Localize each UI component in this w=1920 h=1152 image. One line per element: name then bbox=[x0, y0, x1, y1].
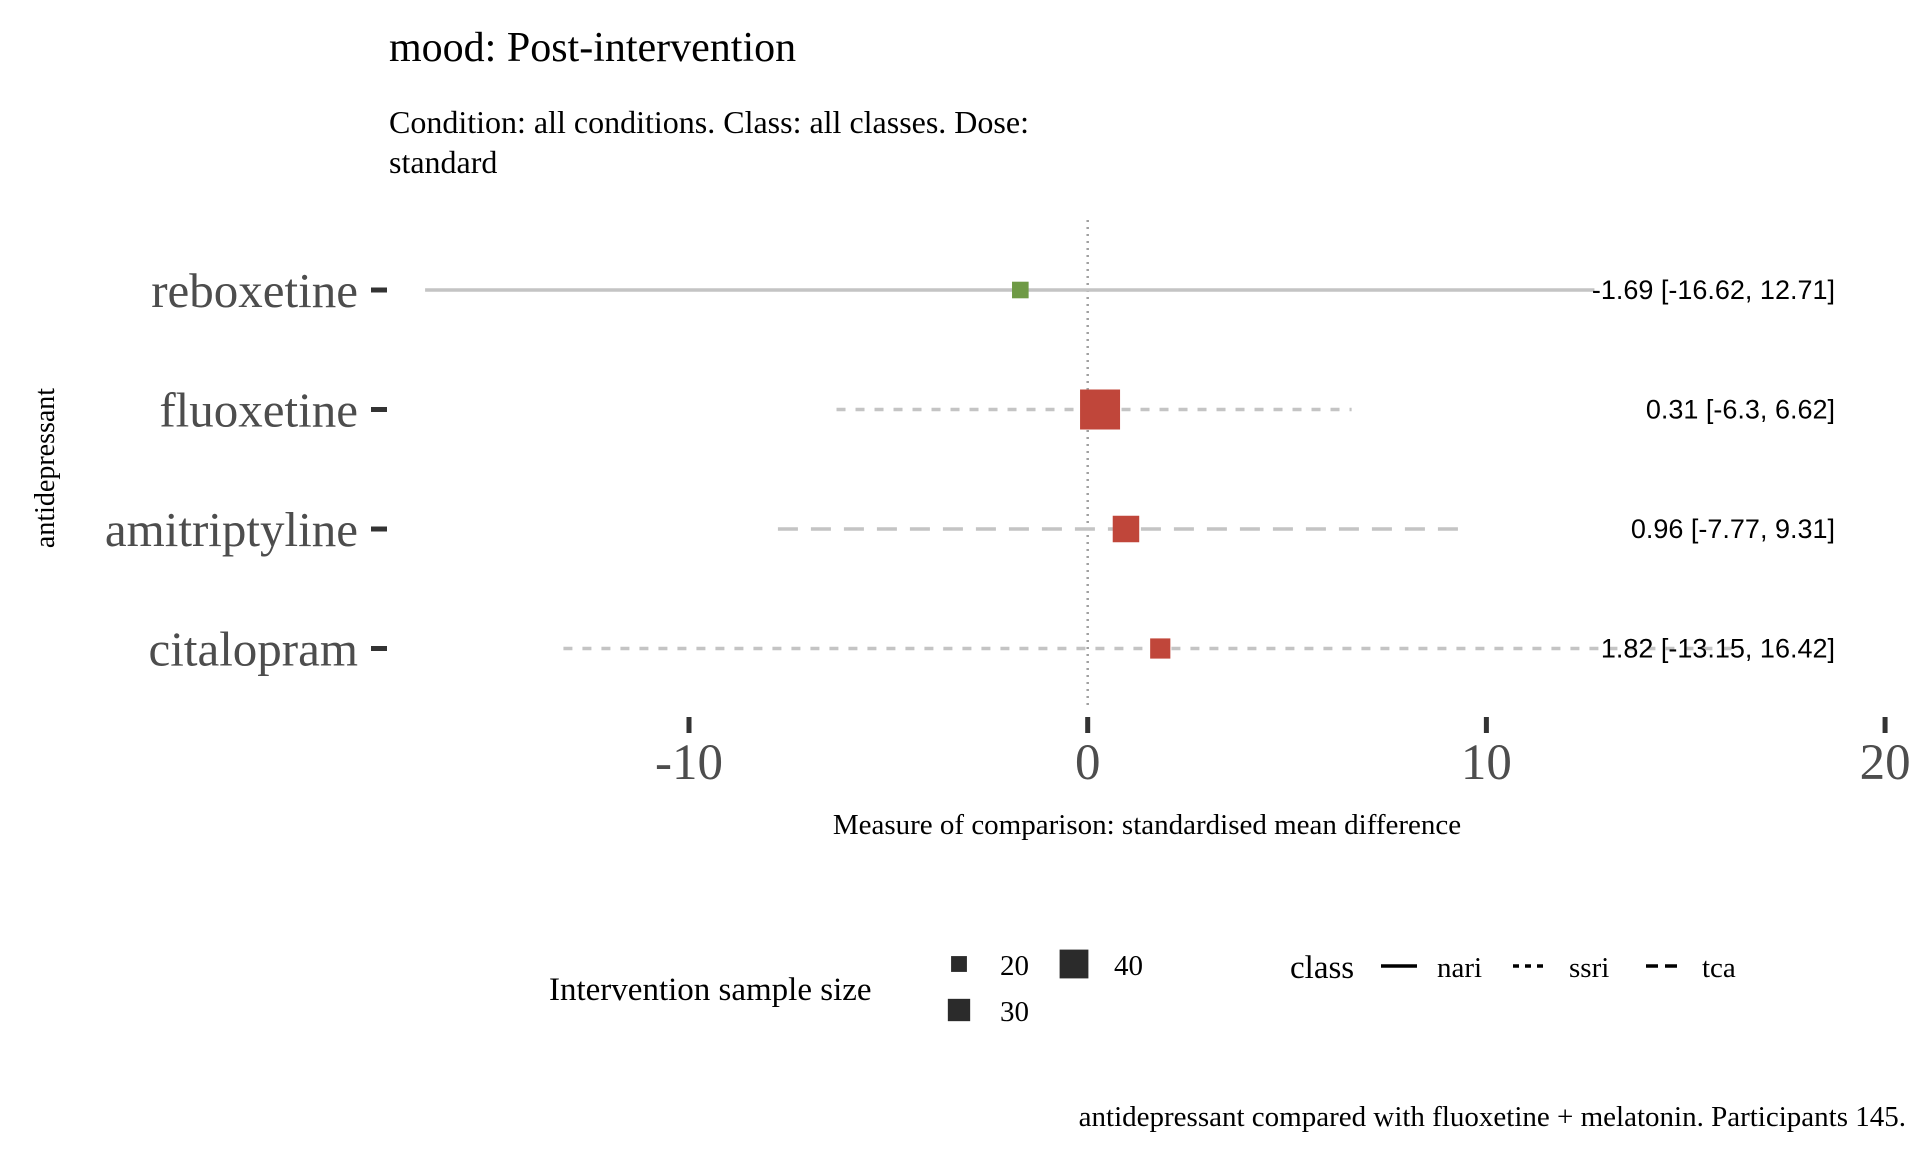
point-amitriptyline bbox=[1112, 515, 1140, 543]
legend-size-key-40 bbox=[1059, 949, 1089, 979]
legend-class-label-ssri: ssri bbox=[1569, 952, 1609, 984]
legend-class-keys: nari ssri tca bbox=[1381, 952, 1736, 984]
estimate-label-amitriptyline: 0.96 [-7.77, 9.31] bbox=[1631, 514, 1835, 544]
y-tick-label-citalopram: citalopram bbox=[148, 622, 358, 677]
x-tick-label--10: -10 bbox=[655, 735, 723, 791]
x-axis: -10 0 10 20 bbox=[655, 717, 1911, 791]
chart-title: mood: Post-intervention bbox=[389, 25, 796, 71]
chart-subtitle-line-1: Condition: all conditions. Class: all cl… bbox=[389, 104, 1029, 140]
legend-size-key-20 bbox=[951, 956, 967, 972]
y-tick-label-fluoxetine: fluoxetine bbox=[159, 383, 358, 438]
point-fluoxetine bbox=[1080, 389, 1121, 430]
y-tick-label-amitriptyline: amitriptyline bbox=[105, 502, 358, 557]
legend-class-title: class bbox=[1290, 950, 1354, 986]
chart-caption: antidepressant compared with fluoxetine … bbox=[1079, 1101, 1906, 1133]
estimate-label-reboxetine: -1.69 [-16.62, 12.71] bbox=[1592, 275, 1835, 305]
estimate-label-fluoxetine: 0.31 [-6.3, 6.62] bbox=[1646, 395, 1835, 425]
legend-size-label-20: 20 bbox=[1000, 950, 1029, 982]
legend-size-label-30: 30 bbox=[1000, 996, 1029, 1028]
legend-class-label-tca: tca bbox=[1702, 952, 1736, 984]
legend-size-label-40: 40 bbox=[1114, 950, 1143, 982]
y-tick-label-reboxetine: reboxetine bbox=[151, 263, 358, 318]
legend-class-label-nari: nari bbox=[1437, 952, 1482, 984]
estimate-label-citalopram: 1.82 [-13.15, 16.42] bbox=[1601, 634, 1835, 664]
point-citalopram bbox=[1150, 638, 1171, 659]
plot-area: -1.69 [-16.62, 12.71] 0.31 [-6.3, 6.62] 0.… bbox=[425, 220, 1835, 705]
x-tick-label-20: 20 bbox=[1860, 735, 1911, 791]
x-axis-label: Measure of comparison: standardised mean… bbox=[833, 809, 1461, 841]
legend-size-keys: 20 30 40 bbox=[947, 949, 1143, 1028]
legend-size-title: Intervention sample size bbox=[549, 972, 872, 1008]
legend-size-key-30 bbox=[947, 998, 971, 1022]
point-reboxetine bbox=[1012, 281, 1029, 299]
x-tick-label-0: 0 bbox=[1075, 735, 1101, 791]
legend: Intervention sample size 20 30 40 class na… bbox=[549, 949, 1736, 1028]
y-axis-label: antidepressant bbox=[30, 388, 61, 548]
chart-subtitle-line-2: standard bbox=[389, 144, 497, 180]
y-axis: reboxetine fluoxetine amitriptyline citalop… bbox=[105, 263, 387, 677]
x-tick-label-10: 10 bbox=[1461, 735, 1512, 791]
